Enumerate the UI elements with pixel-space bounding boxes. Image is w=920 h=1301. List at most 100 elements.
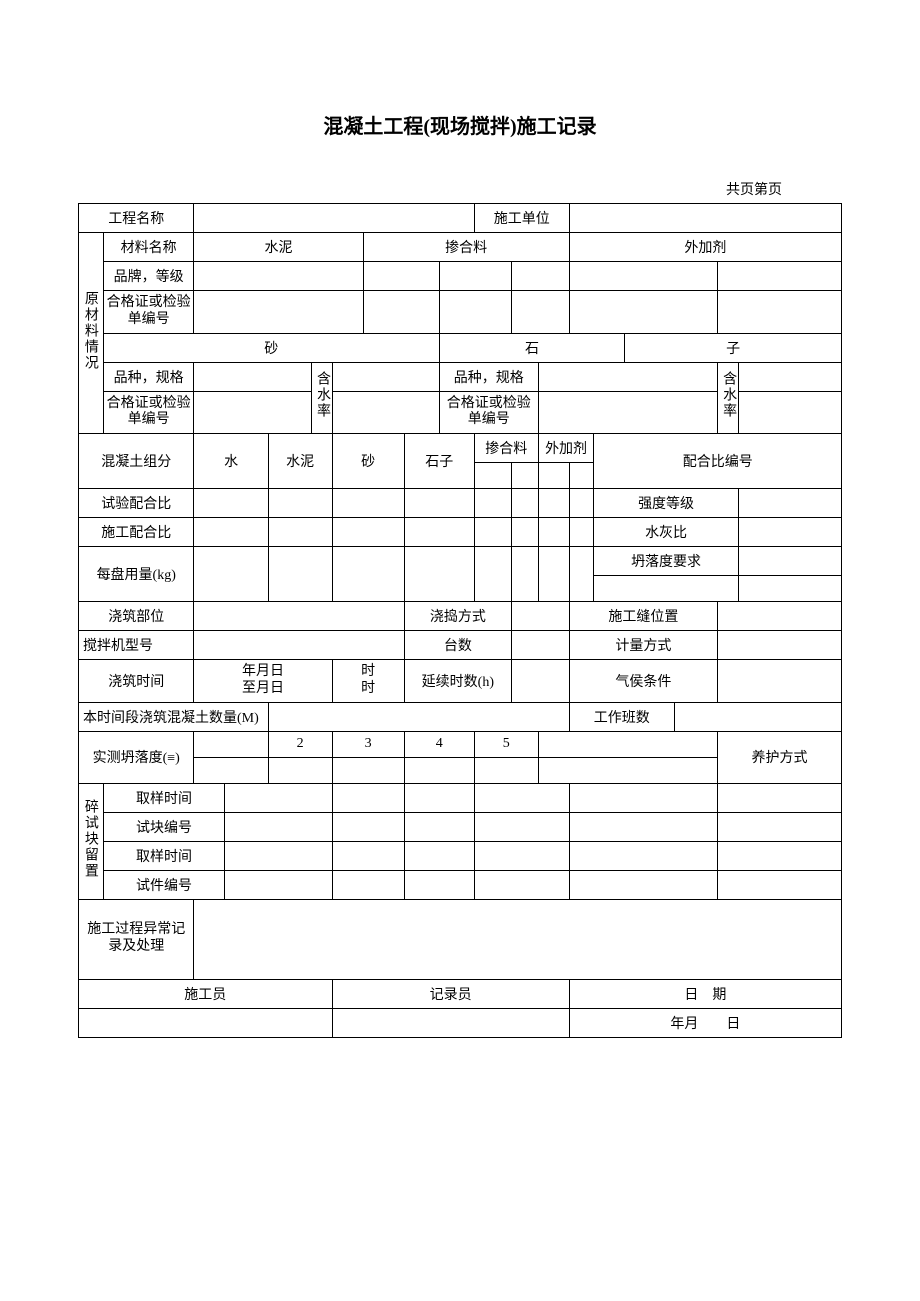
cell	[332, 547, 404, 602]
cell	[738, 489, 841, 518]
cell	[718, 841, 842, 870]
cell	[439, 262, 511, 291]
cell	[511, 547, 538, 602]
label-material-side: 原材料情况	[79, 233, 104, 434]
label-constructor: 施工员	[79, 979, 333, 1008]
cell	[511, 291, 569, 334]
label-hour: 时时	[332, 660, 404, 703]
cell	[404, 547, 474, 602]
cell	[569, 783, 717, 812]
cell	[363, 262, 439, 291]
label-abnormal: 施工过程异常记录及处理	[79, 899, 194, 979]
label-count: 台数	[404, 631, 511, 660]
cell	[363, 291, 439, 334]
cell	[538, 463, 569, 489]
cell	[332, 362, 439, 391]
label-construct-unit: 施工单位	[474, 204, 569, 233]
cell	[511, 631, 569, 660]
cell	[194, 757, 268, 783]
label-spec-no: 试件编号	[103, 870, 225, 899]
cell	[194, 291, 363, 334]
label-pour-time: 浇筑时间	[79, 660, 194, 703]
cell	[194, 518, 268, 547]
label-admix-col: 掺合料	[474, 434, 538, 463]
cell	[439, 291, 511, 334]
cell	[268, 547, 332, 602]
label-joint-pos: 施工缝位置	[569, 602, 717, 631]
label-cert-no: 合格证或检验单编号	[103, 291, 194, 334]
label-test-ratio: 试验配合比	[79, 489, 194, 518]
label-measure-method: 计量方式	[569, 631, 717, 660]
cell	[511, 262, 569, 291]
label-variety-spec: 品种，规格	[103, 362, 194, 391]
label-stone: 石	[439, 333, 625, 362]
cell	[738, 576, 841, 602]
cell	[738, 362, 841, 391]
cell	[332, 1008, 569, 1037]
cell	[332, 757, 404, 783]
label-weather: 气侯条件	[569, 660, 717, 703]
label-wc-ratio: 水灰比	[594, 518, 738, 547]
label-constr-ratio: 施工配合比	[79, 518, 194, 547]
label-slump-5: 5	[474, 731, 538, 757]
cell	[474, 463, 511, 489]
cell	[511, 489, 538, 518]
cell	[194, 489, 268, 518]
cell	[738, 518, 841, 547]
cell	[474, 489, 511, 518]
cell	[569, 518, 594, 547]
cell	[538, 391, 717, 434]
cell	[332, 870, 404, 899]
label-zi: 子	[625, 333, 842, 362]
cell	[225, 841, 332, 870]
cell	[225, 783, 332, 812]
cell	[474, 870, 569, 899]
cell	[194, 262, 363, 291]
cell	[718, 783, 842, 812]
cell	[538, 362, 717, 391]
label-duration: 延续时数(h)	[404, 660, 511, 703]
cell	[569, 204, 841, 233]
label-block-side: 碎试块留置	[79, 783, 104, 899]
label-block-no: 试块编号	[103, 812, 225, 841]
cell	[194, 731, 268, 757]
cell	[332, 812, 404, 841]
cell	[194, 204, 474, 233]
cell	[474, 757, 538, 783]
cell	[268, 489, 332, 518]
label-slump-measured: 实测坍落度(≡)	[79, 731, 194, 783]
cell	[718, 291, 842, 334]
cell	[332, 518, 404, 547]
cell	[511, 463, 538, 489]
cell	[194, 631, 404, 660]
cell	[404, 870, 474, 899]
cell	[569, 262, 717, 291]
cell	[569, 870, 717, 899]
label-mixer-model: 搅拌机型号	[79, 631, 194, 660]
label-cement-col: 水泥	[268, 434, 332, 489]
cell	[225, 870, 332, 899]
cell	[194, 602, 404, 631]
cell	[511, 518, 538, 547]
pager: 共页第页	[78, 179, 842, 199]
cell	[474, 783, 569, 812]
cell	[332, 391, 439, 434]
cell	[718, 870, 842, 899]
label-water-rate: 含水率	[311, 362, 332, 434]
cell	[569, 291, 717, 334]
cell	[268, 702, 569, 731]
label-cement: 水泥	[194, 233, 363, 262]
label-slump-2: 2	[268, 731, 332, 757]
label-stone-col: 石子	[404, 434, 474, 489]
label-shifts: 工作班数	[569, 702, 674, 731]
label-sample-time-2: 取样时间	[103, 841, 225, 870]
label-qty: 本时间段浇筑混凝土数量(M)	[79, 702, 269, 731]
cell	[738, 547, 841, 576]
cell	[718, 812, 842, 841]
cell	[268, 518, 332, 547]
cell	[79, 1008, 333, 1037]
label-variety-spec-2: 品种，规格	[439, 362, 538, 391]
cell	[404, 783, 474, 812]
cell	[474, 547, 511, 602]
label-slump-3: 3	[332, 731, 404, 757]
